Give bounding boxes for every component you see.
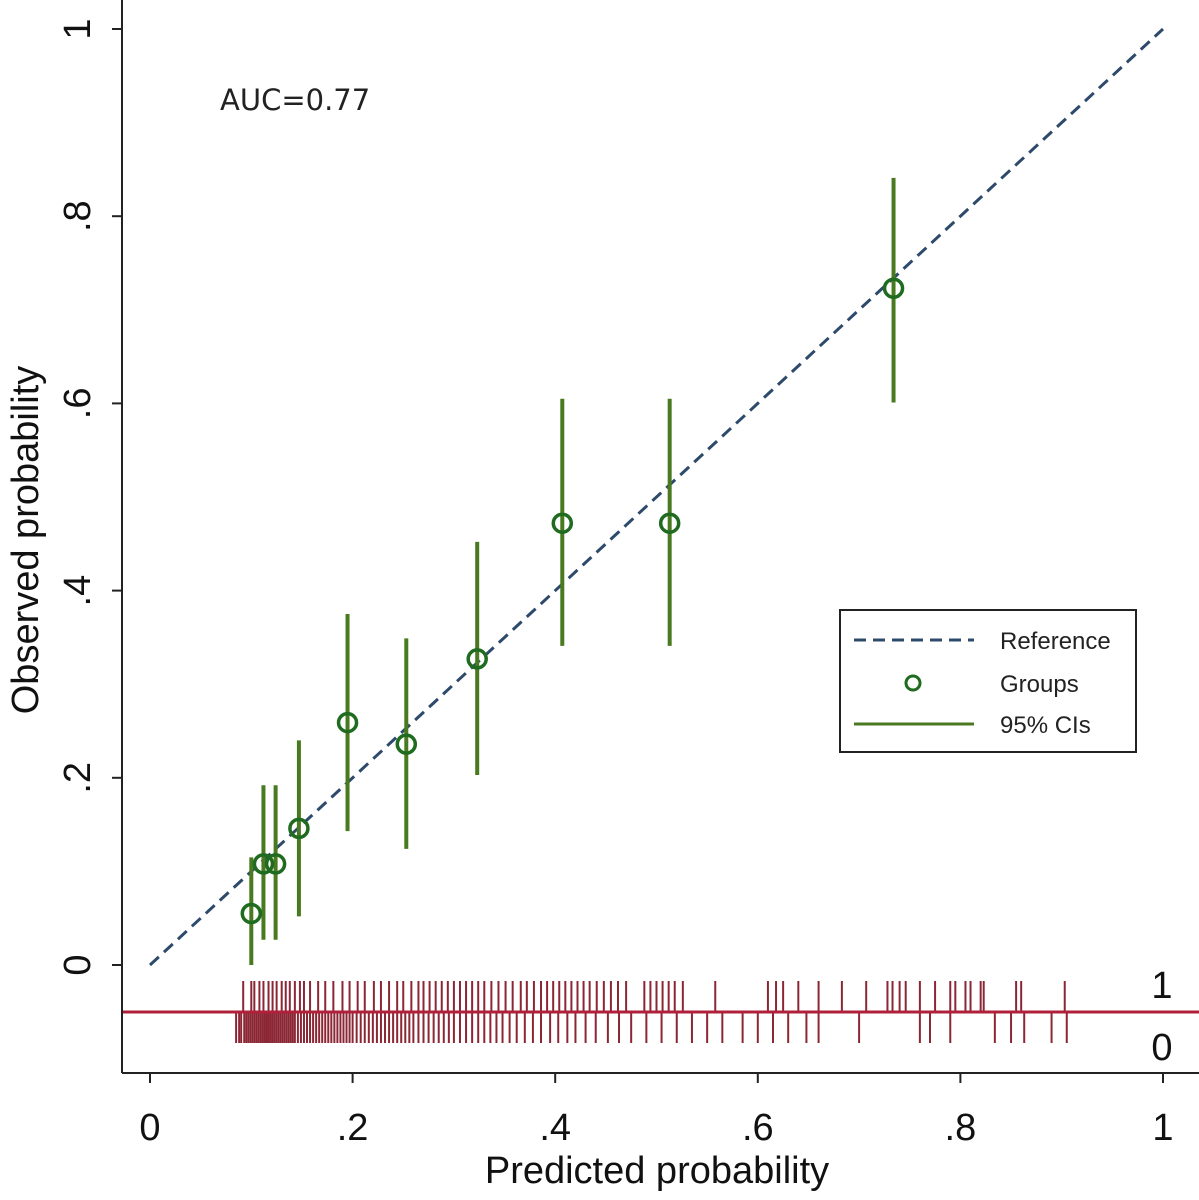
y-tick-label: 0 — [57, 954, 99, 975]
y-tick-label: .4 — [57, 575, 99, 607]
x-axis-title: Predicted probability — [485, 1150, 829, 1192]
group-point-1 — [240, 902, 263, 925]
group-point-3 — [264, 853, 287, 875]
y-tick-label: .2 — [57, 762, 99, 794]
group-point-4 — [288, 817, 310, 840]
x-tick-label: .2 — [337, 1107, 369, 1149]
x-tick-label: 0 — [139, 1107, 160, 1149]
group-point-2 — [252, 853, 275, 875]
y-tick-label: .6 — [57, 388, 99, 420]
x-tick-label: 1 — [1152, 1107, 1173, 1149]
legend-label-groups: Groups — [1000, 671, 1079, 698]
group-point-5 — [336, 711, 359, 734]
x-tick-label: .6 — [742, 1107, 774, 1149]
axes: 0 .2 .4 .6 .8 1 0 .2 .4 .6 .8 1 — [57, 0, 1199, 1149]
x-tick-label: .8 — [945, 1107, 977, 1149]
legend-label-ci: 95% CIs — [1000, 712, 1091, 739]
y-axis-title: Observed probability — [5, 366, 47, 715]
spike-label-zero: 0 — [1151, 1027, 1172, 1069]
group-point-10 — [882, 277, 905, 300]
y-tick-label: 1 — [57, 18, 99, 39]
spike-plot — [122, 981, 1199, 1043]
legend-label-reference: Reference — [1000, 628, 1111, 655]
spike-label-one: 1 — [1151, 965, 1172, 1007]
group-point-9 — [658, 512, 681, 534]
plot-area — [148, 27, 1165, 967]
group-point-6 — [395, 733, 418, 755]
y-tick-label: .8 — [57, 200, 99, 232]
auc-annotation: AUC=0.77 — [220, 83, 370, 117]
legend-box — [839, 609, 1137, 753]
reference-line — [148, 27, 1165, 967]
legend: Reference Groups 95% CIs — [839, 609, 1137, 753]
group-point-8 — [551, 512, 574, 534]
group-point-7 — [466, 648, 488, 670]
legend-groups-swatch — [904, 674, 922, 692]
x-tick-label: .4 — [539, 1107, 571, 1149]
